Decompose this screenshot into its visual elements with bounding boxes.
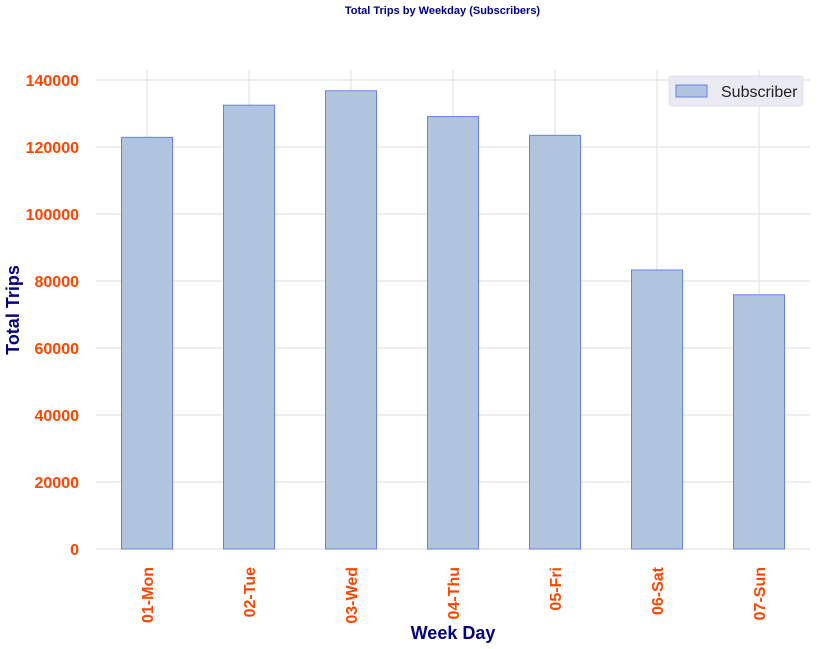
- legend-box: [668, 75, 804, 107]
- x-tick-label: 05-Fri: [548, 567, 565, 611]
- bar-07-sun: [733, 294, 785, 550]
- y-axis-ticks: 0 20000 40000 60000 80000 100000 120000 140000: [26, 73, 79, 559]
- legend-swatch-subscriber: [675, 84, 708, 98]
- bar-04-thu: [427, 116, 479, 550]
- bar-layer: [121, 90, 785, 550]
- bar-05-fri: [529, 134, 581, 550]
- y-tick-label: 80000: [35, 274, 80, 291]
- legend-label-subscriber: Subscriber: [721, 84, 798, 101]
- x-axis-label: Week Day: [411, 623, 496, 643]
- x-tick-label: 01-Mon: [140, 567, 157, 623]
- y-tick-label: 120000: [26, 140, 79, 157]
- bar-01-mon: [121, 136, 173, 550]
- y-tick-label: 140000: [26, 73, 79, 90]
- y-tick-label: 60000: [35, 341, 80, 358]
- y-axis-label: Total Trips: [3, 265, 23, 355]
- x-tick-label: 03-Wed: [344, 567, 361, 624]
- y-tick-label: 100000: [26, 207, 79, 224]
- x-tick-label: 07-Sun: [752, 567, 769, 620]
- y-tick-label: 40000: [35, 408, 80, 425]
- bar-06-sat: [631, 269, 683, 550]
- x-tick-label: 06-Sat: [650, 566, 667, 615]
- bar-03-wed: [325, 90, 377, 550]
- y-tick-label: 0: [70, 542, 79, 559]
- x-tick-label: 04-Thu: [446, 567, 463, 619]
- legend: Subscriber: [668, 75, 804, 107]
- chart-title: Total Trips by Weekday (Subscribers): [344, 5, 541, 17]
- x-tick-label: 02-Tue: [242, 567, 259, 617]
- x-axis-ticks: 01-Mon 02-Tue 03-Wed 04-Thu 05-Fri 06-Sat 07-S…: [140, 566, 769, 623]
- bar-02-tue: [223, 104, 275, 550]
- y-tick-label: 20000: [35, 475, 80, 492]
